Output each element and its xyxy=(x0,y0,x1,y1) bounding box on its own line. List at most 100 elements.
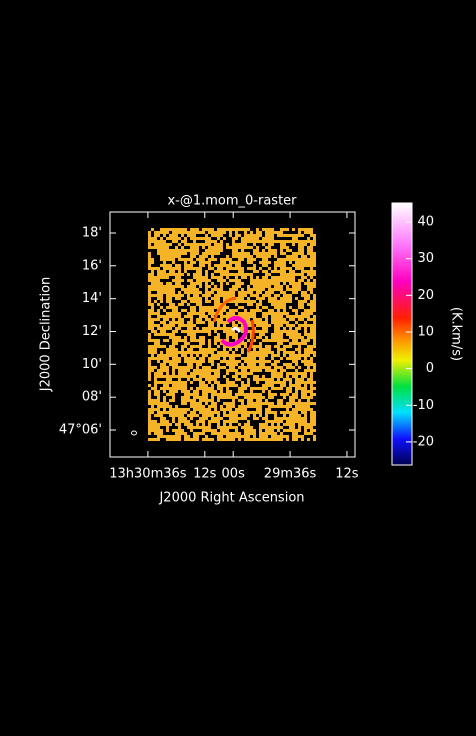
raster-gap xyxy=(271,390,274,393)
raster-gap xyxy=(211,333,214,336)
raster-gap xyxy=(286,399,289,402)
raster-gap xyxy=(154,321,157,324)
raster-gap xyxy=(226,309,229,312)
raster-gap xyxy=(160,303,163,306)
raster-gap xyxy=(193,318,196,321)
raster-gap xyxy=(154,264,157,267)
raster-gap xyxy=(301,231,304,234)
raster-gap xyxy=(286,231,289,234)
raster-gap xyxy=(247,342,250,345)
raster-gap xyxy=(223,387,226,390)
raster-gap xyxy=(286,303,289,306)
raster-gap xyxy=(154,228,157,231)
raster-gap xyxy=(157,336,160,339)
raster-gap xyxy=(220,423,223,426)
raster-gap xyxy=(178,330,181,333)
raster-gap xyxy=(181,357,184,360)
raster-gap xyxy=(190,303,193,306)
raster-gap xyxy=(187,318,190,321)
raster-gap xyxy=(259,237,262,240)
raster-gap xyxy=(307,342,310,345)
y-tick-label: 14' xyxy=(82,291,102,306)
raster-gap xyxy=(178,234,181,237)
raster-gap xyxy=(289,435,292,438)
raster-gap xyxy=(286,348,289,351)
raster-gap xyxy=(268,342,271,345)
raster-gap xyxy=(193,321,196,324)
raster-gap xyxy=(289,312,292,315)
raster-gap xyxy=(247,309,250,312)
raster-gap xyxy=(163,438,166,441)
raster-gap xyxy=(163,303,166,306)
raster-gap xyxy=(283,375,286,378)
raster-gap xyxy=(172,297,175,300)
raster-gap xyxy=(289,243,292,246)
raster-gap xyxy=(250,297,253,300)
raster-gap xyxy=(154,405,157,408)
raster-gap xyxy=(301,333,304,336)
raster-gap xyxy=(196,381,199,384)
raster-gap xyxy=(157,378,160,381)
colorbar-tick-label: 0 xyxy=(426,361,434,376)
raster-gap xyxy=(268,387,271,390)
raster-gap xyxy=(298,390,301,393)
raster-gap xyxy=(232,231,235,234)
raster-gap xyxy=(187,372,190,375)
raster-gap xyxy=(157,363,160,366)
raster-gap xyxy=(244,381,247,384)
raster-gap xyxy=(235,291,238,294)
raster-gap xyxy=(163,300,166,303)
raster-gap xyxy=(307,375,310,378)
x-tick-label: 00s xyxy=(222,467,246,482)
raster-gap xyxy=(232,258,235,261)
raster-gap xyxy=(157,306,160,309)
raster-gap xyxy=(286,306,289,309)
raster-gap xyxy=(262,234,265,237)
raster-gap xyxy=(217,273,220,276)
raster-gap xyxy=(250,318,253,321)
raster-gap xyxy=(283,399,286,402)
raster-gap xyxy=(298,393,301,396)
raster-gap xyxy=(211,285,214,288)
raster-gap xyxy=(160,378,163,381)
raster-gap xyxy=(247,279,250,282)
raster-gap xyxy=(199,438,202,441)
raster-gap xyxy=(232,282,235,285)
raster-gap xyxy=(175,300,178,303)
raster-gap xyxy=(199,252,202,255)
raster-gap xyxy=(208,354,211,357)
raster-gap xyxy=(181,312,184,315)
raster-gap xyxy=(259,327,262,330)
raster-gap xyxy=(307,321,310,324)
raster-gap xyxy=(268,270,271,273)
raster-gap xyxy=(217,408,220,411)
raster-gap xyxy=(313,348,316,351)
raster-gap xyxy=(211,339,214,342)
raster-gap xyxy=(289,348,292,351)
raster-gap xyxy=(223,336,226,339)
raster-gap xyxy=(286,432,289,435)
raster-gap xyxy=(163,378,166,381)
raster-gap xyxy=(292,303,295,306)
raster-gap xyxy=(280,378,283,381)
raster-gap xyxy=(292,231,295,234)
raster-gap xyxy=(169,420,172,423)
raster-gap xyxy=(274,309,277,312)
raster-gap xyxy=(220,237,223,240)
colorbar-tick-label: -20 xyxy=(413,434,434,449)
raster-gap xyxy=(259,417,262,420)
raster-gap xyxy=(298,330,301,333)
galaxy-arm xyxy=(230,326,242,333)
raster-gap xyxy=(268,417,271,420)
raster-gap xyxy=(241,279,244,282)
raster-gap xyxy=(223,369,226,372)
raster-gap xyxy=(298,369,301,372)
raster-gap xyxy=(211,342,214,345)
raster-gap xyxy=(307,429,310,432)
raster-gap xyxy=(187,240,190,243)
raster-gap xyxy=(205,357,208,360)
raster-gap xyxy=(274,396,277,399)
raster-gap xyxy=(223,372,226,375)
raster-gap xyxy=(295,228,298,231)
raster-gap xyxy=(226,240,229,243)
